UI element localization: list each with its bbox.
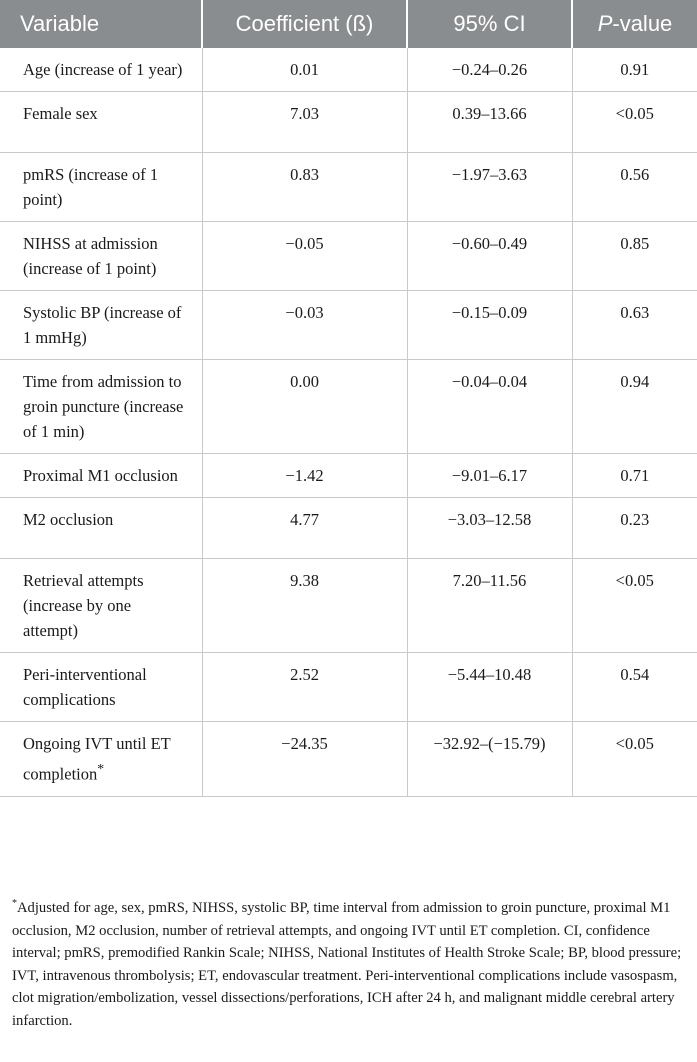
- table-row: Time from admission to groin puncture (i…: [0, 359, 697, 454]
- cell-variable: Age (increase of 1 year): [0, 48, 203, 92]
- cell-variable: Time from admission to groin puncture (i…: [0, 359, 203, 454]
- cell-variable: pmRS (increase of 1 point): [0, 152, 203, 222]
- cell-p-value: 0.54: [572, 652, 697, 722]
- header-p-italic: P: [597, 11, 613, 36]
- cell-variable: Systolic BP (increase of 1 mmHg): [0, 290, 203, 360]
- table-row: Age (increase of 1 year) 0.01 −0.24–0.26…: [0, 48, 697, 92]
- cell-coefficient: 4.77: [202, 497, 408, 559]
- cell-p-value: 0.23: [572, 497, 697, 559]
- cell-ci: −9.01–6.17: [407, 453, 573, 498]
- cell-coefficient: −24.35: [202, 721, 408, 797]
- cell-coefficient: −0.05: [202, 221, 408, 291]
- footnote-marker: *: [97, 761, 105, 776]
- cell-p-value: 0.63: [572, 290, 697, 360]
- cell-coefficient: 7.03: [202, 91, 408, 153]
- table-footnote: *Adjusted for age, sex, pmRS, NIHSS, sys…: [12, 897, 690, 1032]
- cell-ci: −3.03–12.58: [407, 497, 573, 559]
- footnote-text: Adjusted for age, sex, pmRS, NIHSS, syst…: [12, 900, 682, 1029]
- header-coefficient: Coefficient (ß): [202, 0, 408, 48]
- table-row: Ongoing IVT until ET completion* −24.35 …: [0, 721, 697, 797]
- cell-variable: M2 occlusion: [0, 497, 203, 559]
- header-p-suffix: -value: [612, 11, 673, 36]
- cell-coefficient: 0.00: [202, 359, 408, 454]
- regression-table-container: Variable Coefficient (ß) 95% CI P-value …: [0, 0, 697, 797]
- cell-coefficient: 9.38: [202, 558, 408, 653]
- table-row: Female sex 7.03 0.39–13.66 <0.05: [0, 91, 697, 153]
- cell-coefficient: −1.42: [202, 453, 408, 498]
- cell-variable: NIHSS at admission (increase of 1 point): [0, 221, 203, 291]
- table-header: Variable Coefficient (ß) 95% CI P-value: [0, 0, 697, 48]
- cell-ci: −0.04–0.04: [407, 359, 573, 454]
- cell-variable: Female sex: [0, 91, 203, 153]
- cell-p-value: <0.05: [572, 558, 697, 653]
- cell-variable: Retrieval attempts (increase by one atte…: [0, 558, 203, 653]
- cell-variable: Peri-interventional complications: [0, 652, 203, 722]
- table-row: Systolic BP (increase of 1 mmHg) −0.03 −…: [0, 290, 697, 360]
- cell-p-value: <0.05: [572, 91, 697, 153]
- header-row: Variable Coefficient (ß) 95% CI P-value: [0, 0, 697, 48]
- cell-ci: 7.20–11.56: [407, 558, 573, 653]
- footnote-mark: *: [12, 898, 17, 910]
- table-row: M2 occlusion 4.77 −3.03–12.58 0.23: [0, 497, 697, 559]
- cell-coefficient: 0.83: [202, 152, 408, 222]
- header-ci: 95% CI: [407, 0, 573, 48]
- cell-ci: −32.92–(−15.79): [407, 721, 573, 797]
- table-row: pmRS (increase of 1 point) 0.83 −1.97–3.…: [0, 152, 697, 222]
- cell-variable: Proximal M1 occlusion: [0, 453, 203, 498]
- cell-variable: Ongoing IVT until ET completion*: [0, 721, 203, 797]
- table-row: NIHSS at admission (increase of 1 point)…: [0, 221, 697, 291]
- cell-ci: −0.15–0.09: [407, 290, 573, 360]
- cell-ci: −1.97–3.63: [407, 152, 573, 222]
- header-variable: Variable: [0, 0, 203, 48]
- table-row: Proximal M1 occlusion −1.42 −9.01–6.17 0…: [0, 453, 697, 498]
- cell-ci: −0.24–0.26: [407, 48, 573, 92]
- cell-p-value: 0.71: [572, 453, 697, 498]
- cell-p-value: 0.85: [572, 221, 697, 291]
- cell-coefficient: −0.03: [202, 290, 408, 360]
- cell-coefficient: 0.01: [202, 48, 408, 92]
- table-row: Peri-interventional complications 2.52 −…: [0, 652, 697, 722]
- cell-variable-text: Ongoing IVT until ET completion: [23, 734, 171, 784]
- cell-p-value: 0.94: [572, 359, 697, 454]
- regression-table: Variable Coefficient (ß) 95% CI P-value …: [0, 0, 697, 797]
- cell-ci: 0.39–13.66: [407, 91, 573, 153]
- cell-p-value: <0.05: [572, 721, 697, 797]
- cell-ci: −5.44–10.48: [407, 652, 573, 722]
- table-row: Retrieval attempts (increase by one atte…: [0, 558, 697, 653]
- cell-ci: −0.60–0.49: [407, 221, 573, 291]
- cell-p-value: 0.56: [572, 152, 697, 222]
- header-p-value: P-value: [572, 0, 697, 48]
- cell-p-value: 0.91: [572, 48, 697, 92]
- cell-coefficient: 2.52: [202, 652, 408, 722]
- table-body: Age (increase of 1 year) 0.01 −0.24–0.26…: [0, 48, 697, 797]
